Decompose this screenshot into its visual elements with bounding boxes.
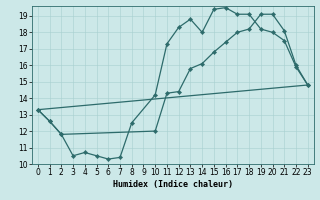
X-axis label: Humidex (Indice chaleur): Humidex (Indice chaleur) — [113, 180, 233, 189]
